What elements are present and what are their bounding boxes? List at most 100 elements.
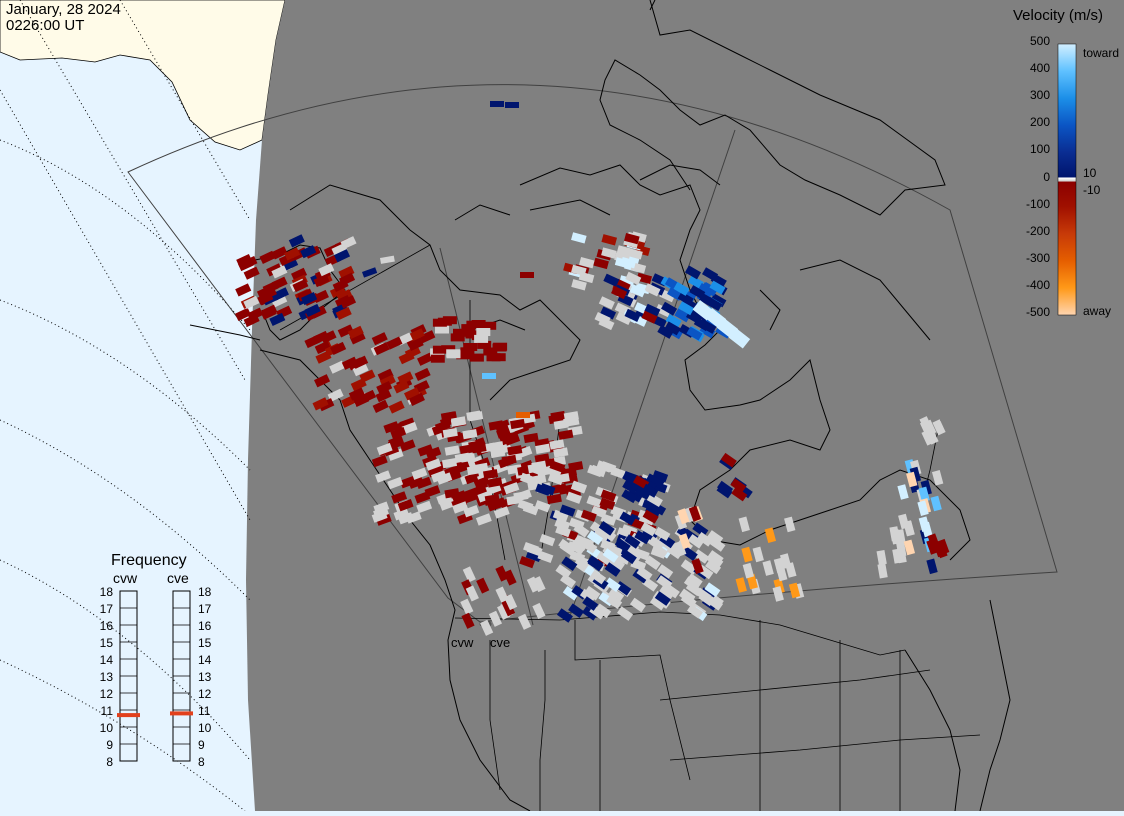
- backscatter-cell: [329, 360, 346, 374]
- backscatter-cell: [594, 312, 611, 326]
- backscatter-cell: [645, 473, 662, 488]
- frequency-tick-label-right: 18: [198, 585, 212, 599]
- backscatter-cell: [473, 462, 489, 474]
- backscatter-cell: [601, 234, 618, 246]
- backscatter-cell: [310, 305, 327, 319]
- backscatter-cell: [678, 533, 691, 550]
- backscatter-cell: [390, 426, 407, 440]
- backscatter-cell: [537, 550, 554, 564]
- backscatter-cell: [349, 331, 366, 345]
- backscatter-cell: [539, 533, 556, 547]
- backscatter-cell: [596, 551, 613, 566]
- backscatter-cell: [451, 416, 467, 427]
- backscatter-cell: [335, 306, 352, 321]
- backscatter-cell: [471, 320, 486, 328]
- backscatter-cell: [488, 420, 504, 431]
- backscatter-cell: [562, 586, 579, 601]
- backscatter-cell: [674, 513, 688, 530]
- backscatter-cell: [926, 538, 939, 555]
- backscatter-cell: [606, 594, 623, 609]
- backscatter-cell: [266, 263, 283, 277]
- backscatter-cell: [503, 482, 520, 495]
- backscatter-cell: [547, 472, 564, 486]
- backscatter-cell: [526, 576, 541, 593]
- backscatter-cell: [404, 387, 421, 401]
- backscatter-cell: [926, 558, 938, 575]
- backscatter-cell: [555, 524, 572, 538]
- timestamp-time: 0226:00 UT: [6, 17, 85, 34]
- backscatter-cell: [595, 603, 612, 619]
- backscatter-cell: [435, 325, 449, 334]
- backscatter-cell: [468, 440, 484, 451]
- backscatter-cell: [681, 546, 698, 561]
- backscatter-cell: [935, 542, 948, 559]
- backscatter-cell: [534, 500, 551, 513]
- backscatter-cell: [501, 600, 516, 617]
- backscatter-cell: [362, 267, 378, 278]
- backscatter-cell: [259, 250, 276, 264]
- backscatter-cell: [654, 591, 671, 606]
- backscatter-cell: [465, 585, 479, 602]
- backscatter-cell: [549, 460, 566, 473]
- backscatter-cell: [469, 353, 484, 362]
- backscatter-cell: [535, 443, 551, 454]
- radar-site-label-cvw: cvw: [451, 635, 474, 650]
- backscatter-cell: [581, 606, 598, 621]
- backscatter-cell: [633, 548, 650, 561]
- backscatter-cell: [569, 540, 586, 555]
- backscatter-cell: [393, 508, 410, 521]
- backscatter-cell: [877, 563, 888, 579]
- backscatter-cell: [300, 245, 317, 259]
- backscatter-cell: [600, 513, 617, 526]
- backscatter-cell: [648, 536, 665, 551]
- coastlines: [189, 0, 1011, 812]
- backscatter-cell: [601, 247, 617, 259]
- frequency-tick-label-left: 12: [100, 687, 114, 701]
- frequency-tick-label-left: 17: [100, 602, 114, 616]
- velocity-tick-label: -500: [1026, 305, 1050, 319]
- frequency-tick-label-right: 9: [198, 738, 205, 752]
- backscatter-cell: [932, 419, 946, 436]
- backscatter-cell: [735, 577, 747, 593]
- backscatter-cell: [463, 505, 480, 518]
- backscatter-cell: [473, 476, 490, 489]
- backscatter-cell: [243, 295, 260, 310]
- backscatter-cell: [705, 559, 722, 575]
- graticule: [0, 0, 251, 812]
- frequency-radar-label-cve: cve: [167, 570, 189, 586]
- backscatter-cell: [692, 522, 709, 537]
- backscatter-cell: [673, 281, 690, 296]
- backscatter-cell: [629, 532, 646, 548]
- backscatter-cell: [504, 433, 521, 446]
- backscatter-cell: [377, 368, 394, 382]
- backscatter-cell: [699, 293, 716, 308]
- backscatter-cell: [501, 454, 517, 466]
- frequency-tick-label-right: 11: [198, 704, 211, 718]
- backscatter-cell: [665, 313, 682, 328]
- backscatter-cell: [687, 275, 704, 290]
- backscatter-cell: [304, 303, 321, 318]
- backscatter-cell: [552, 509, 569, 523]
- frequency-tick-label-right: 16: [198, 619, 212, 633]
- backscatter-cell: [555, 564, 572, 579]
- backscatter-cell: [593, 257, 609, 270]
- backscatter-cell: [482, 469, 499, 480]
- backscatter-cell: [490, 497, 507, 510]
- frequency-tick-label-left: 18: [100, 585, 114, 599]
- backscatter-cell: [375, 513, 392, 526]
- backscatter-cell: [687, 604, 704, 619]
- backscatter-cell: [282, 257, 299, 271]
- backscatter-cell: [414, 367, 431, 382]
- backscatter-cell: [386, 336, 403, 350]
- backscatter-cell: [318, 263, 335, 277]
- backscatter-cell: [686, 326, 703, 341]
- backscatter-cell: [243, 266, 260, 280]
- backscatter-cell: [600, 461, 617, 474]
- radar-sites: cvw cve: [451, 621, 510, 650]
- backscatter-cell: [476, 328, 491, 336]
- backscatter-cell: [379, 255, 395, 264]
- backscatter-cell: [520, 272, 534, 278]
- backscatter-cell: [898, 513, 910, 530]
- backscatter-cell: [337, 324, 354, 338]
